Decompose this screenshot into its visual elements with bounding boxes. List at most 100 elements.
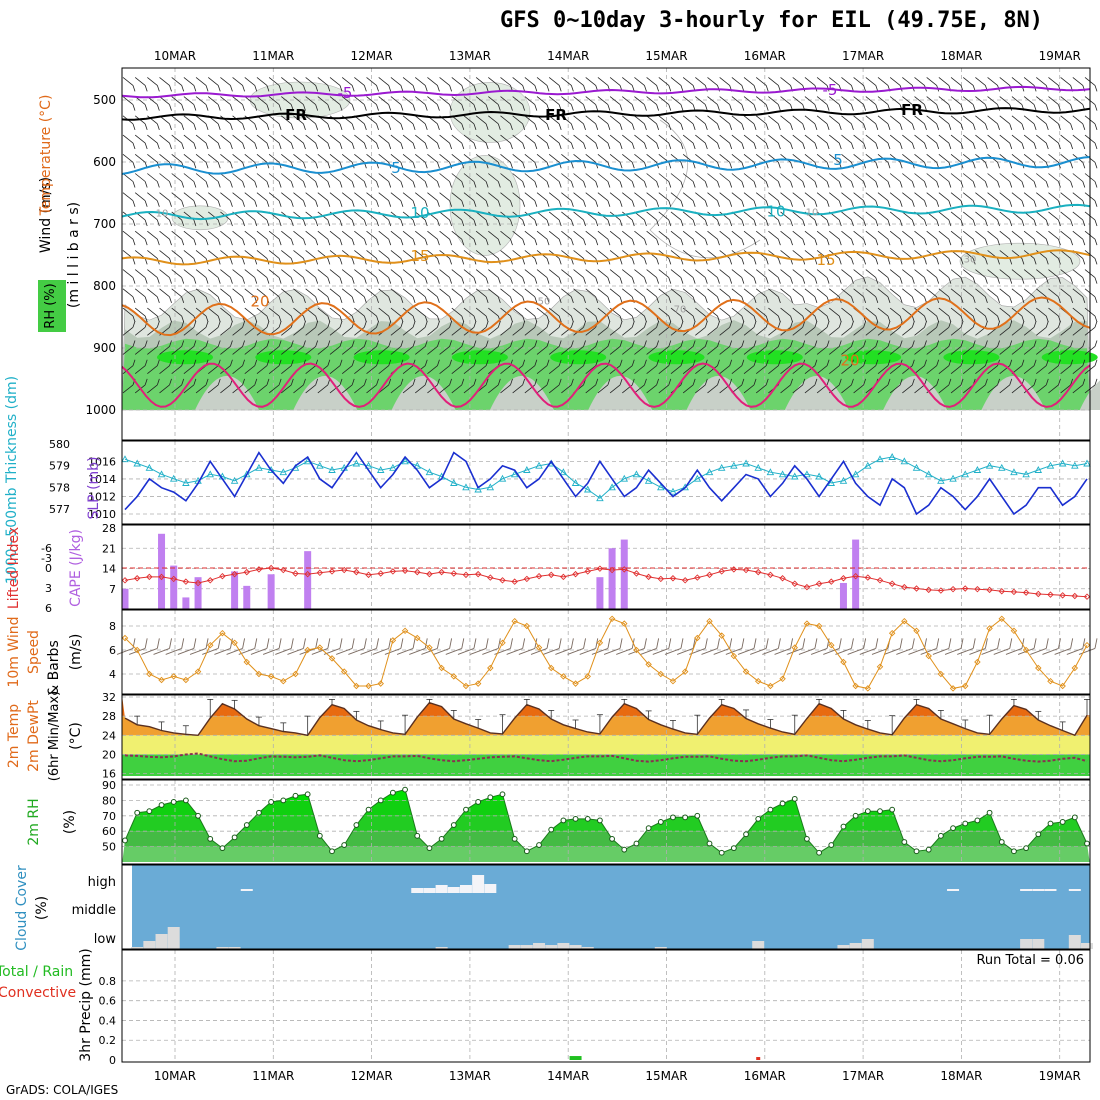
thickness-marker — [632, 470, 641, 478]
wind-barb-flag — [924, 123, 927, 130]
wind-barb — [536, 307, 548, 317]
wind-barb-flag — [315, 85, 319, 92]
wind-barb — [524, 346, 536, 355]
wind-barb — [707, 384, 718, 394]
wind-barb-flag — [838, 142, 842, 150]
li-marker — [888, 580, 896, 587]
wind-barb — [366, 250, 377, 259]
wind-barb-flag — [400, 142, 404, 150]
wind-barb-flag — [802, 321, 806, 328]
wind-barb-flag — [936, 277, 940, 284]
surface-wind-barb — [482, 647, 499, 655]
li-marker — [1071, 592, 1079, 600]
wind-barb — [1048, 115, 1059, 125]
wind-barb — [281, 269, 292, 278]
wind-barb — [950, 96, 962, 105]
wind-barb-flag — [607, 277, 611, 284]
wind-barb-flag — [899, 123, 903, 130]
wind-barb-flag — [510, 321, 513, 328]
wind-barb-flag — [424, 104, 428, 111]
wind-barb — [987, 211, 998, 221]
wind-barb — [902, 134, 913, 144]
wind-barb — [1036, 192, 1047, 202]
wind-barb — [354, 346, 365, 355]
wind-barb — [281, 230, 292, 240]
wind-barb — [232, 269, 243, 278]
wind-barb — [463, 307, 475, 317]
wind-barb — [488, 307, 499, 317]
wind-barb-flag — [997, 340, 1000, 347]
wind-barb — [512, 230, 523, 240]
li-marker — [986, 586, 993, 594]
rh-dry-trough — [588, 375, 653, 410]
wind-barb — [439, 288, 450, 298]
wind-barb — [889, 326, 901, 336]
rh-dry-trough — [686, 375, 751, 410]
wind-barb-flag — [400, 104, 404, 111]
wind-barb-flag — [363, 142, 367, 150]
wind-barb — [244, 173, 256, 182]
wind-barb-flag — [132, 123, 136, 130]
wind-barb — [390, 326, 402, 336]
cloud-high-bar — [411, 888, 424, 893]
surface-wind-barb — [932, 647, 950, 655]
surface-wind-barb-flag — [644, 638, 647, 649]
rh-marker — [998, 839, 1005, 845]
wind-barb-flag — [571, 277, 574, 284]
wind-barb-flag — [631, 239, 635, 246]
wind-barb — [147, 173, 158, 182]
wind-barb — [244, 192, 256, 202]
rh-marker — [207, 836, 214, 842]
wind-barb-flag — [437, 315, 440, 323]
wind-barb-flag — [863, 239, 867, 246]
wind-barb — [609, 192, 621, 202]
cloud-low-bar — [533, 943, 546, 949]
wind-barb — [500, 250, 511, 259]
wind-barb — [195, 77, 207, 86]
surface-wind-barb-flag — [1058, 638, 1061, 649]
surface-wind-barb-flag — [363, 638, 367, 649]
wind-barb-flag — [497, 296, 501, 303]
wind-barb — [962, 346, 974, 355]
thickness-marker — [486, 483, 495, 491]
wind-barb — [622, 269, 633, 278]
wind-barb-flag — [838, 219, 842, 227]
wind-barb — [317, 307, 329, 317]
wind-barb-flag — [790, 142, 793, 150]
wind-speed-marker — [377, 680, 384, 687]
wind-barb — [865, 230, 877, 240]
wind-barb — [950, 153, 962, 163]
wind-barb-flag — [424, 200, 428, 207]
wind-barb-flag — [790, 219, 793, 227]
wind-barb-flag — [388, 181, 392, 188]
wind-barb — [950, 365, 962, 375]
surface-wind-barb — [1030, 647, 1047, 655]
wind-barb — [646, 346, 657, 355]
wind-barb-flag — [936, 315, 940, 323]
wind-barb — [366, 230, 377, 240]
wind-barb — [999, 326, 1011, 336]
date-label-top: 11MAR — [252, 49, 294, 63]
wind-speed-marker — [146, 670, 153, 678]
wind-barb — [1072, 269, 1084, 278]
wind-barb — [889, 288, 901, 298]
isotherm-5 — [121, 156, 1091, 175]
wind-barb-flag — [424, 162, 428, 169]
wind-barb-flag — [972, 142, 976, 150]
wind-barb — [902, 211, 913, 221]
wind-speed-marker — [414, 634, 421, 642]
wind-barb — [999, 269, 1011, 278]
wind-barb-flag — [571, 123, 574, 130]
temp-axis-label-2: 2m DewPt — [26, 700, 42, 772]
cloud-high-trace — [1068, 889, 1081, 891]
wind-barb — [1048, 192, 1059, 202]
wind-barb-flag — [717, 219, 720, 227]
wind-barb — [938, 192, 950, 202]
li-marker — [596, 565, 604, 572]
wind-barb-flag — [948, 239, 952, 246]
wind-barb-flag — [461, 340, 465, 347]
wind-barb — [122, 173, 134, 182]
wind10-frame — [121, 609, 1091, 695]
wind-barb — [938, 153, 950, 163]
wind-barb — [207, 346, 219, 355]
